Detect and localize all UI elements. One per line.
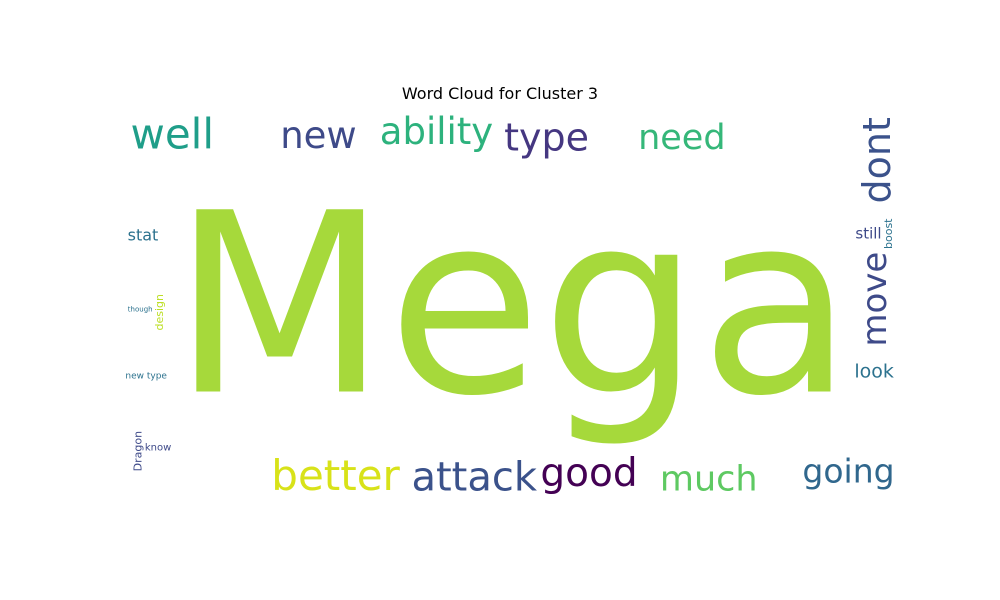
cloud-word: attack <box>411 454 537 500</box>
cloud-word: going <box>802 451 894 490</box>
cloud-word: dont <box>855 117 899 203</box>
cloud-word: move <box>855 252 895 347</box>
cloud-word: boost <box>882 218 895 249</box>
cloud-word: new type <box>125 371 167 381</box>
cloud-word: much <box>660 459 758 499</box>
cloud-word: Dragon <box>132 431 145 471</box>
cloud-word: Mega <box>172 160 853 451</box>
cloud-word: good <box>540 451 637 496</box>
cloud-word: look <box>854 361 894 383</box>
cloud-word: new <box>280 114 356 157</box>
cloud-word: design <box>153 294 166 331</box>
cloud-word: well <box>130 110 214 159</box>
cloud-word: know <box>145 443 171 454</box>
cloud-word: type <box>504 115 589 159</box>
cloud-word: better <box>271 451 400 500</box>
cloud-word: ability <box>380 110 493 153</box>
cloud-word: still <box>855 225 881 243</box>
word-cloud: Mega attack type ability move dont good better w… <box>125 109 900 501</box>
cloud-word: need <box>638 118 725 158</box>
cloud-word: stat <box>128 226 159 245</box>
cloud-word: though <box>128 305 153 313</box>
chart-title: Word Cloud for Cluster 3 <box>401 84 599 103</box>
